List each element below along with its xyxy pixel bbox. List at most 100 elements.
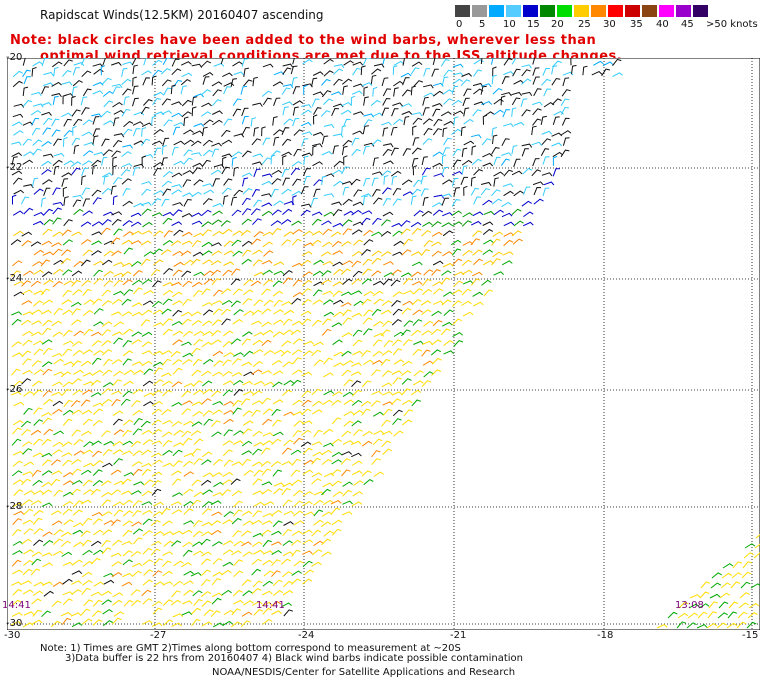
wind-barb (53, 358, 64, 365)
wind-barb (211, 592, 223, 598)
wind-barb (312, 91, 324, 96)
wind-barb-map (7, 58, 760, 630)
wind-barb (112, 177, 123, 185)
wind-barb (391, 370, 403, 375)
wind-barb (352, 239, 364, 246)
wind-barb (61, 551, 72, 557)
wind-barb (351, 460, 363, 466)
wind-barb (571, 64, 577, 75)
wind-barb (122, 144, 133, 149)
wind-barb (80, 399, 91, 407)
wind-barb (103, 573, 115, 578)
wind-barb (211, 242, 222, 247)
wind-barb (303, 569, 314, 576)
wind-barb (202, 259, 213, 265)
wind-barb (170, 599, 182, 606)
wind-barb (520, 98, 528, 108)
wind-barb (353, 111, 364, 116)
wind-barb (52, 441, 64, 447)
wind-barb (61, 112, 72, 118)
wind-barb (80, 360, 92, 367)
wind-barb (111, 83, 123, 88)
wind-barb (53, 308, 63, 316)
wind-barb (162, 599, 173, 606)
wind-barb (213, 360, 224, 367)
wind-barb (500, 95, 506, 106)
wind-barb (442, 147, 450, 156)
wind-barb (291, 379, 302, 387)
wind-barb (340, 102, 352, 107)
wind-barb (482, 162, 494, 167)
wind-barb (53, 152, 65, 157)
wind-barb (151, 115, 157, 126)
wind-barb (591, 71, 603, 76)
wind-barb (51, 520, 63, 526)
wind-barb (321, 459, 332, 465)
wind-barb (371, 250, 382, 257)
wind-barb (182, 358, 193, 365)
wind-barb (52, 408, 63, 415)
wind-barb (130, 490, 142, 495)
wind-barb (281, 460, 292, 466)
wind-barb (253, 127, 259, 137)
wind-barb (381, 440, 391, 448)
wind-barb (171, 68, 182, 76)
wind-barb (737, 611, 748, 619)
wind-barb (532, 76, 540, 85)
wind-barb (403, 116, 410, 126)
wind-barb (122, 550, 133, 557)
wind-barb (362, 317, 373, 325)
wind-barb (342, 309, 352, 317)
wind-barb (300, 209, 311, 217)
wind-barb (392, 291, 403, 298)
wind-barb (112, 592, 124, 598)
wind-barb (103, 100, 114, 108)
wind-barb (12, 427, 22, 435)
wind-barb (273, 488, 284, 495)
wind-barb (112, 501, 124, 507)
wind-barb (553, 110, 564, 116)
wind-barb (232, 250, 243, 257)
wind-barb (142, 547, 153, 555)
wind-barb (193, 520, 203, 528)
wind-barb (470, 187, 480, 196)
wind-barb (193, 458, 203, 466)
wind-barb (481, 101, 493, 106)
wind-barb (71, 360, 82, 368)
wind-barb (113, 261, 125, 267)
wind-barb (363, 359, 374, 365)
wind-barb (252, 249, 263, 255)
wind-barb (92, 518, 103, 525)
wind-barb (212, 119, 223, 126)
wind-barb (33, 509, 44, 517)
wind-barb (93, 581, 105, 587)
wind-barb (131, 440, 142, 448)
wind-barb (22, 358, 32, 366)
wind-barb (71, 429, 81, 437)
wind-barb (612, 72, 623, 78)
wind-barb (153, 167, 162, 176)
wind-barb (281, 571, 293, 578)
wind-barb (170, 84, 176, 95)
wind-barb (82, 560, 94, 567)
wind-barb (122, 340, 132, 348)
wind-barb (63, 196, 69, 206)
wind-barb (291, 238, 302, 246)
wind-barb (193, 389, 204, 396)
wind-barb (262, 513, 274, 518)
wind-barb (62, 409, 74, 416)
wind-barb (283, 510, 295, 516)
wind-barb (352, 201, 364, 206)
wind-barb (343, 420, 354, 427)
wind-barb (41, 240, 53, 246)
wind-barb (442, 230, 454, 237)
wind-barb (223, 178, 233, 186)
wind-barb (172, 530, 183, 536)
wind-barb (392, 102, 403, 107)
wind-barb (411, 399, 422, 407)
wind-barb (443, 69, 453, 77)
wind-barb (532, 58, 536, 65)
wind-barb (172, 291, 183, 298)
wind-barb (50, 459, 61, 466)
wind-barb (293, 500, 304, 508)
